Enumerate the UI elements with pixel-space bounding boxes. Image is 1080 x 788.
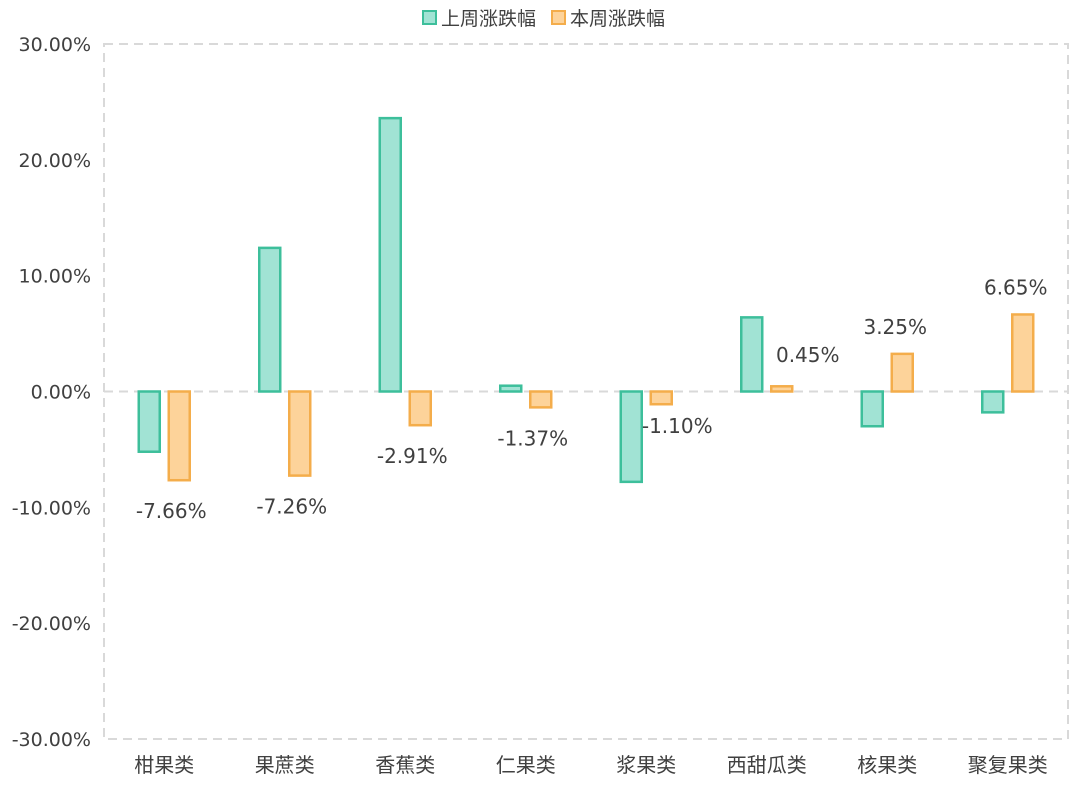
- bar-series1: [258, 246, 282, 393]
- bar-series2: [408, 390, 432, 427]
- bar-series1: [981, 390, 1005, 414]
- y-tick-label: -30.00%: [12, 729, 91, 751]
- bar-series2: [167, 390, 191, 482]
- y-tick-label: 30.00%: [19, 34, 91, 56]
- x-category-label: 柑果类: [134, 753, 194, 777]
- data-label: -1.37%: [497, 426, 568, 450]
- y-tick-label: -10.00%: [12, 497, 91, 519]
- x-category-label: 核果类: [857, 753, 917, 777]
- bar-series2: [649, 390, 673, 406]
- data-label: -1.10%: [642, 414, 713, 438]
- data-label: 6.65%: [984, 275, 1048, 299]
- legend-label: 上周涨跌幅: [441, 8, 536, 30]
- data-label: -7.26%: [256, 495, 327, 519]
- bar-series1: [740, 316, 764, 393]
- bar-series2: [890, 352, 914, 393]
- bar-series1: [499, 384, 523, 393]
- y-tick-label: 0.00%: [31, 382, 91, 404]
- bar-series1: [619, 390, 643, 484]
- bar-series1: [378, 116, 402, 393]
- x-category-label: 西甜瓜类: [727, 753, 807, 777]
- bar-series2: [1011, 313, 1035, 393]
- bar-series2: [770, 385, 794, 393]
- data-label: -2.91%: [377, 444, 448, 468]
- data-label: 3.25%: [863, 315, 927, 339]
- legend-label: 本周涨跌幅: [570, 8, 665, 30]
- bar-series1: [860, 390, 884, 428]
- bar-series1: [137, 390, 161, 453]
- x-category-label: 浆果类: [616, 753, 676, 777]
- x-category-label: 香蕉类: [375, 753, 435, 777]
- bar-series2: [288, 390, 312, 477]
- legend-swatch-series2: [551, 10, 566, 25]
- legend-swatch-series1: [422, 10, 437, 25]
- x-category-label: 聚复果类: [968, 753, 1048, 777]
- data-label: 0.45%: [776, 343, 840, 367]
- x-category-label: 果蔗类: [255, 753, 315, 777]
- x-category-label: 仁果类: [496, 753, 556, 777]
- bar-series2: [529, 390, 553, 409]
- y-tick-label: -20.00%: [12, 613, 91, 635]
- y-tick-label: 10.00%: [19, 266, 91, 288]
- data-label: -7.66%: [136, 499, 207, 523]
- y-tick-label: 20.00%: [19, 150, 91, 172]
